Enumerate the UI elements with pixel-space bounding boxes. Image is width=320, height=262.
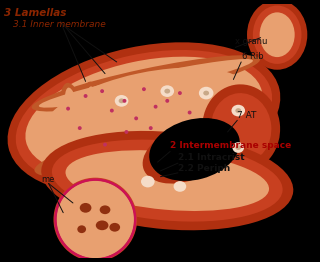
Text: 3.1 Inner membrane: 3.1 Inner membrane bbox=[13, 20, 105, 29]
Ellipse shape bbox=[78, 126, 82, 130]
Text: 2 Intermembrane space: 2 Intermembrane space bbox=[170, 140, 292, 150]
Ellipse shape bbox=[119, 99, 124, 103]
Ellipse shape bbox=[232, 142, 244, 153]
Ellipse shape bbox=[25, 57, 262, 176]
Text: me: me bbox=[41, 174, 54, 184]
Ellipse shape bbox=[149, 118, 240, 181]
Text: 6 Rib: 6 Rib bbox=[242, 52, 264, 61]
Ellipse shape bbox=[149, 126, 153, 130]
Ellipse shape bbox=[235, 145, 241, 150]
Ellipse shape bbox=[194, 76, 220, 141]
Ellipse shape bbox=[43, 68, 248, 154]
Ellipse shape bbox=[66, 150, 269, 211]
Ellipse shape bbox=[134, 116, 138, 120]
Ellipse shape bbox=[253, 6, 301, 64]
Ellipse shape bbox=[164, 89, 170, 94]
Text: 3 Lamellas: 3 Lamellas bbox=[4, 8, 66, 18]
Ellipse shape bbox=[165, 99, 169, 103]
Ellipse shape bbox=[141, 176, 155, 187]
Ellipse shape bbox=[172, 77, 198, 142]
Ellipse shape bbox=[53, 178, 137, 261]
Ellipse shape bbox=[100, 205, 110, 214]
Ellipse shape bbox=[160, 85, 174, 97]
Ellipse shape bbox=[231, 105, 245, 116]
Ellipse shape bbox=[109, 85, 126, 137]
Ellipse shape bbox=[149, 78, 175, 143]
Ellipse shape bbox=[247, 0, 307, 70]
Ellipse shape bbox=[132, 84, 148, 136]
Ellipse shape bbox=[154, 83, 171, 135]
Ellipse shape bbox=[80, 203, 92, 213]
Ellipse shape bbox=[199, 87, 213, 99]
Ellipse shape bbox=[65, 88, 81, 139]
Ellipse shape bbox=[105, 80, 131, 146]
Ellipse shape bbox=[211, 93, 271, 163]
Ellipse shape bbox=[32, 55, 260, 112]
Ellipse shape bbox=[142, 87, 146, 91]
Ellipse shape bbox=[154, 105, 157, 109]
Ellipse shape bbox=[173, 181, 186, 192]
Ellipse shape bbox=[60, 83, 86, 148]
Ellipse shape bbox=[8, 42, 280, 194]
Ellipse shape bbox=[178, 91, 182, 95]
Text: 2.2 Periph: 2.2 Periph bbox=[178, 164, 230, 173]
Ellipse shape bbox=[41, 131, 293, 230]
Ellipse shape bbox=[16, 50, 272, 187]
Ellipse shape bbox=[123, 99, 126, 103]
Ellipse shape bbox=[84, 94, 88, 98]
Ellipse shape bbox=[143, 125, 227, 184]
Ellipse shape bbox=[77, 225, 86, 233]
Ellipse shape bbox=[124, 130, 128, 134]
Text: 7 AT: 7 AT bbox=[237, 111, 257, 120]
Ellipse shape bbox=[52, 140, 283, 222]
Ellipse shape bbox=[103, 143, 107, 146]
Ellipse shape bbox=[127, 79, 153, 145]
Text: 2.1 Intracrist: 2.1 Intracrist bbox=[178, 153, 244, 162]
Ellipse shape bbox=[115, 95, 128, 107]
Ellipse shape bbox=[87, 86, 103, 138]
Ellipse shape bbox=[202, 84, 280, 172]
Ellipse shape bbox=[260, 12, 295, 57]
Ellipse shape bbox=[39, 59, 253, 108]
Ellipse shape bbox=[96, 220, 108, 230]
Ellipse shape bbox=[35, 118, 253, 177]
Ellipse shape bbox=[66, 107, 70, 111]
Ellipse shape bbox=[203, 91, 209, 96]
Ellipse shape bbox=[188, 111, 192, 114]
Ellipse shape bbox=[56, 181, 134, 258]
Ellipse shape bbox=[83, 82, 108, 147]
Ellipse shape bbox=[235, 108, 241, 113]
Ellipse shape bbox=[151, 133, 218, 176]
Ellipse shape bbox=[110, 109, 114, 112]
Text: x granu: x granu bbox=[235, 37, 268, 46]
Ellipse shape bbox=[177, 82, 193, 134]
Ellipse shape bbox=[199, 81, 215, 132]
Ellipse shape bbox=[109, 223, 120, 232]
Ellipse shape bbox=[100, 89, 104, 93]
